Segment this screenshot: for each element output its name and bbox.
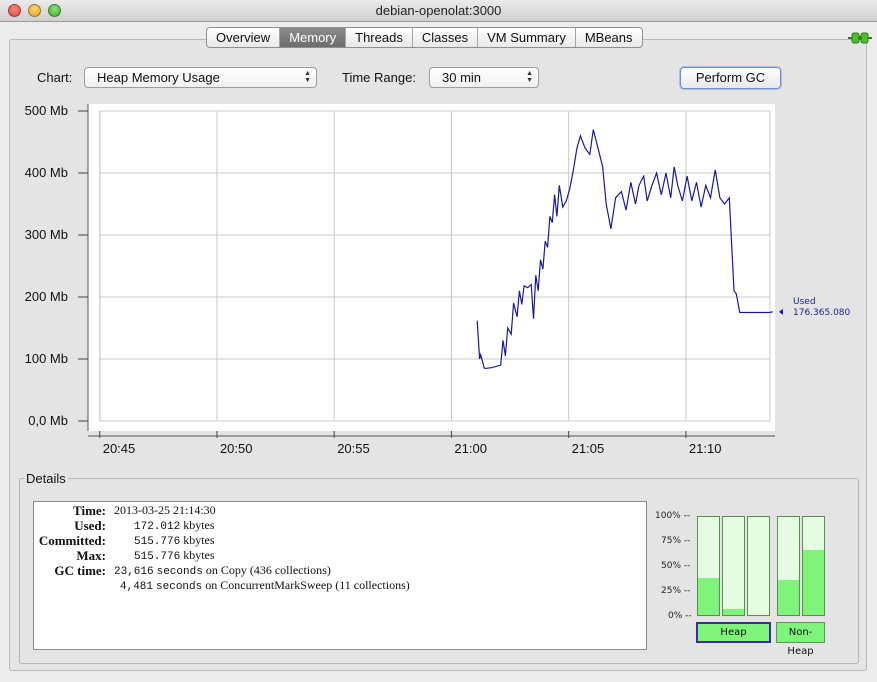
pool-fill: [803, 550, 824, 615]
memory-pool-bar-code-cache[interactable]: [777, 516, 800, 616]
y-tick-label: 500 Mb: [25, 103, 68, 118]
details-row-gc-cms: 4,481 seconds on ConcurrentMarkSweep (11…: [34, 578, 646, 593]
x-tick-label: 21:00: [454, 441, 487, 456]
window-title: debian-openolat:3000: [375, 3, 502, 18]
x-tick-label: 20:45: [103, 441, 136, 456]
gc-collector-info: on ConcurrentMarkSweep (11 collections): [205, 578, 410, 592]
y-tick-label: 100 Mb: [25, 351, 68, 366]
time-range-select[interactable]: 30 min ▲ ▼: [429, 67, 539, 88]
pool-pct-label: 0% --: [668, 611, 692, 621]
x-tick-label: 20:55: [337, 441, 370, 456]
x-tick-label: 21:05: [572, 441, 605, 456]
details-text-area: Time: 2013-03-25 21:14:30 Used: 172.012 …: [33, 501, 647, 650]
series-value-label: 176.365.080: [793, 308, 851, 318]
gc-time-unit: seconds: [156, 566, 203, 578]
details-number: 515.776: [134, 536, 181, 548]
time-range-value: 30 min: [442, 70, 482, 85]
y-tick-label: 200 Mb: [25, 289, 68, 304]
gc-time-number: 23,616: [114, 566, 154, 578]
details-unit: kbytes: [183, 548, 215, 562]
memory-pool-bar-perm-gen[interactable]: [802, 516, 825, 616]
details-number: 172.012: [134, 521, 181, 533]
details-number: 515.776: [134, 551, 181, 563]
details-value: 2013-03-25 21:14:30: [114, 503, 216, 517]
pool-fill: [778, 579, 799, 615]
minimize-window-icon[interactable]: [28, 4, 41, 17]
details-label: Max:: [76, 548, 106, 563]
non-heap-pool-button[interactable]: Non-Heap: [776, 622, 825, 657]
memory-pool-bar-tenured[interactable]: [747, 516, 770, 616]
close-window-icon[interactable]: [8, 4, 21, 17]
details-unit: kbytes: [183, 518, 215, 532]
heap-memory-chart: 0,0 Mb 100 Mb 200 Mb 300 Mb 400 Mb 500 Mb 20:4…: [25, 103, 851, 456]
details-row-used: Used: 172.012 kbytes: [34, 518, 646, 533]
tab-classes[interactable]: Classes: [413, 28, 479, 47]
pool-fill: [723, 609, 744, 615]
details-label: Used:: [74, 518, 106, 533]
details-group: [19, 478, 859, 664]
updown-arrows-icon: ▲ ▼: [304, 70, 311, 84]
tab-bar: Overview Memory Threads Classes VM Summa…: [206, 27, 643, 48]
chart-select[interactable]: Heap Memory Usage ▲ ▼: [84, 67, 317, 88]
details-unit: kbytes: [183, 533, 215, 547]
x-tick-label: 21:10: [689, 441, 722, 456]
y-tick-label: 0,0 Mb: [28, 413, 68, 428]
details-label: GC time:: [54, 563, 106, 578]
perform-gc-button[interactable]: Perform GC: [680, 67, 781, 89]
details-label: Time:: [73, 503, 106, 518]
connection-plug-icon: [848, 32, 872, 44]
details-label: Committed:: [38, 533, 106, 548]
x-tick-label: 20:50: [220, 441, 253, 456]
details-legend: Details: [24, 471, 68, 486]
y-tick-label: 300 Mb: [25, 227, 68, 242]
chart-select-value: Heap Memory Usage: [97, 70, 220, 85]
pool-pct-label: 75% --: [661, 536, 691, 546]
series-name-label: Used: [793, 297, 816, 307]
tab-overview[interactable]: Overview: [207, 28, 281, 47]
gc-collector-info: on Copy (436 collections): [205, 563, 331, 577]
time-range-label: Time Range:: [342, 70, 416, 85]
details-row-max: Max: 515.776 kbytes: [34, 548, 646, 563]
pool-pct-label: 100% --: [655, 511, 691, 521]
window-title-bar: debian-openolat:3000: [0, 0, 877, 22]
memory-pool-bar-eden[interactable]: [697, 516, 720, 616]
chart-label: Chart:: [37, 70, 73, 85]
pool-fill: [698, 577, 719, 615]
tab-memory[interactable]: Memory: [280, 28, 347, 47]
gc-time-number: 4,481: [120, 581, 154, 593]
heap-pool-button[interactable]: Heap: [696, 622, 771, 643]
chart-plot-background: [88, 104, 775, 431]
details-row-gc-copy: GC time: 23,616 seconds on Copy (436 col…: [34, 563, 646, 578]
pool-pct-label: 25% --: [661, 586, 691, 596]
series-end-marker: [779, 308, 783, 315]
y-tick-label: 400 Mb: [25, 165, 68, 180]
tab-mbeans[interactable]: MBeans: [584, 30, 633, 45]
memory-pool-bar-survivor[interactable]: [722, 516, 745, 616]
details-row-committed: Committed: 515.776 kbytes: [34, 533, 646, 548]
tab-threads[interactable]: Threads: [346, 28, 413, 47]
pool-pct-label: 50% --: [661, 561, 691, 571]
series-line-used: [476, 129, 773, 369]
tab-vm-summary[interactable]: VM Summary: [478, 28, 576, 47]
gc-time-unit: seconds: [156, 581, 203, 593]
details-row-time: Time: 2013-03-25 21:14:30: [34, 503, 646, 518]
updown-arrows-icon: ▲ ▼: [526, 70, 533, 84]
zoom-window-icon[interactable]: [48, 4, 61, 17]
